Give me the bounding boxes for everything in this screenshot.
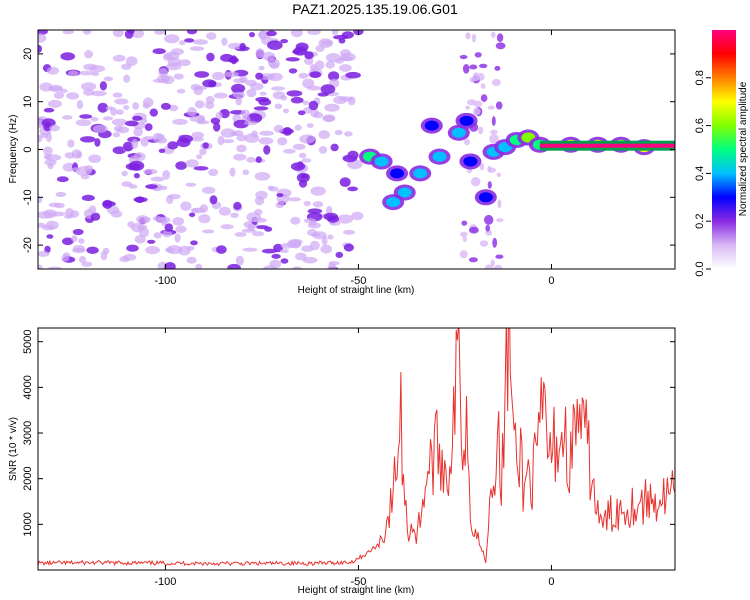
spectrogram-blob	[432, 151, 447, 162]
spectrogram-axes: -100 -50 0 20 10 0 -10 -20	[22, 30, 675, 287]
colorbar-tick-label: 0.8	[694, 70, 706, 85]
snr-xlabel: Height of straight line (km)	[298, 585, 415, 596]
chart-title: PAZ1.2025.135.19.06.G01	[292, 1, 458, 17]
colorbar-gradient	[712, 30, 736, 269]
spectrogram-blob	[459, 115, 474, 126]
spectrogram-xtick-label: 0	[548, 275, 554, 287]
snr-ytick-label: 1000	[22, 512, 34, 536]
colorbar-tick-label: 0.4	[694, 166, 706, 181]
snr-ytick-label: 2000	[22, 466, 34, 490]
spectrogram-noise-texture	[38, 30, 506, 269]
spectrogram-ytick-label: 20	[22, 48, 34, 60]
snr-ytick-label: 4000	[22, 375, 34, 399]
colorbar-tick-label: 0.0	[694, 261, 706, 276]
colorbar: 0.0 0.2 0.4 0.6 0.8 Normalized spectral ampl…	[694, 30, 749, 277]
spectrogram-xlabel: Height of straight line (km)	[298, 285, 415, 296]
snr-xtick-label: -50	[350, 576, 366, 588]
colorbar-tick-label: 0.2	[694, 214, 706, 229]
snr-series-line	[38, 328, 675, 567]
spectrogram-ytick-label: 10	[22, 96, 34, 108]
spectrogram-blob	[413, 168, 428, 179]
spectrogram-blob	[424, 120, 439, 131]
snr-xtick-label: 0	[548, 576, 554, 588]
snr-panel: -100 -50 0 1000 2000 3000 4000 5000 Height of s…	[8, 327, 676, 596]
snr-ylabel: SNR (10 * v/v)	[8, 417, 19, 481]
colorbar-ticks: 0.0 0.2 0.4 0.6 0.8	[694, 70, 711, 277]
spectrogram-ytick-label: 0	[22, 146, 34, 152]
colorbar-tick-label: 0.6	[694, 118, 706, 133]
spectrogram-ylabel: Frequency (Hz)	[8, 115, 19, 184]
spectrogram-blob	[451, 127, 466, 138]
spectrogram-blob	[386, 197, 401, 208]
spectrogram-blob	[463, 156, 478, 167]
snr-ytick-label: 3000	[22, 421, 34, 445]
spectrogram-xtick-label: -50	[350, 275, 366, 287]
spectrogram-blob	[397, 187, 412, 198]
spectrogram-blob	[478, 192, 493, 203]
spectrogram-xtick-label: -100	[154, 275, 176, 287]
spectrogram-heatmap	[38, 30, 675, 269]
snr-axes: -100 -50 0 1000 2000 3000 4000 5000	[22, 328, 675, 588]
spectrogram-blob	[390, 168, 405, 179]
spectrogram-ytick-label: -20	[22, 237, 34, 253]
spectrogram-panel: -100 -50 0 20 10 0 -10 -20 Height of straight l…	[8, 29, 676, 296]
snr-frame	[37, 327, 676, 571]
colorbar-label: Normalized spectral amplitude	[738, 81, 749, 216]
spectrogram-blob	[374, 156, 389, 167]
spectrogram-line-feature	[539, 143, 675, 148]
spectrogram-ytick-label: -10	[22, 189, 34, 205]
snr-xtick-label: -100	[154, 576, 176, 588]
snr-ytick-label: 5000	[22, 329, 34, 353]
